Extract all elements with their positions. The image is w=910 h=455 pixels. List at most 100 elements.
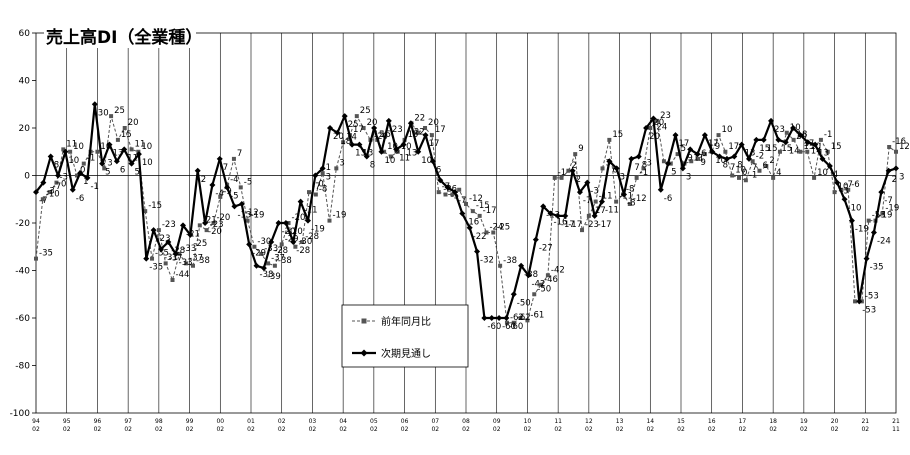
x-tick-label-year: 20: [831, 418, 839, 425]
x-tick-label-year: 10: [524, 418, 532, 425]
data-point: [106, 141, 113, 148]
series-2: [33, 101, 899, 321]
data-point: [532, 236, 539, 243]
data-label: -7: [583, 196, 591, 206]
data-point: [554, 212, 561, 219]
data-point: [496, 315, 503, 321]
data-point: [657, 186, 664, 193]
x-tick-label-year: 98: [155, 418, 163, 425]
data-point: [723, 149, 728, 154]
data-point: [894, 149, 898, 154]
data-label: 0: [318, 180, 323, 190]
data-point: [307, 190, 312, 195]
data-point: [156, 228, 161, 233]
data-point: [818, 137, 823, 142]
data-point: [525, 318, 530, 323]
data-point: [238, 185, 243, 190]
x-tick-label-year: 07: [431, 418, 439, 425]
data-label: -13: [546, 210, 560, 220]
data-point: [593, 199, 598, 204]
data-point: [422, 132, 429, 139]
data-label: -7: [844, 180, 852, 190]
data-label: -3: [840, 187, 848, 197]
data-point: [320, 171, 325, 176]
x-tick-label-month: 02: [247, 426, 255, 433]
data-point: [260, 265, 267, 272]
data-label: 10: [384, 156, 395, 166]
data-point: [334, 166, 339, 171]
data-point: [797, 132, 804, 139]
data-label: -35: [39, 249, 53, 259]
data-point: [165, 239, 172, 245]
data-label: -60: [487, 322, 501, 332]
data-point: [275, 220, 282, 226]
data-point: [491, 230, 496, 235]
data-label: 1: [83, 177, 88, 187]
data-label: -6: [76, 194, 84, 204]
data-point: [190, 263, 195, 268]
data-point: [143, 255, 150, 262]
data-label: 7: [730, 163, 735, 173]
data-point: [187, 231, 194, 238]
data-label: -10: [46, 189, 60, 199]
data-point: [54, 180, 59, 185]
data-point: [34, 256, 38, 261]
data-label: -5: [230, 191, 238, 201]
data-point: [91, 101, 98, 108]
legend-marker-series-2: [360, 349, 368, 357]
data-labels-series-1: -35-10-7-311100-11032515201110-15-35-23-…: [39, 0, 910, 323]
data-point: [790, 125, 797, 131]
data-label: -27: [539, 244, 553, 254]
data-point: [341, 140, 346, 145]
data-label: 3: [107, 158, 112, 168]
data-label: 9: [687, 154, 692, 164]
data-point: [562, 212, 569, 219]
data-point: [128, 160, 135, 167]
data-label: 14: [346, 132, 357, 142]
data-point: [266, 261, 271, 266]
data-label: -33: [179, 258, 193, 268]
data-label: -35: [149, 263, 163, 273]
x-tick-label-year: 19: [800, 418, 808, 425]
data-label: 17: [353, 125, 364, 135]
x-tick-label-month: 02: [155, 426, 163, 433]
x-tick-label-year: 12: [585, 418, 593, 425]
x-tick-label-month: 02: [646, 426, 654, 433]
x-tick-label-year: 04: [339, 418, 347, 425]
data-label: 6: [120, 165, 125, 175]
data-label: 13: [818, 149, 829, 159]
data-label: -17: [483, 206, 497, 216]
data-label: 11: [66, 139, 77, 149]
data-label: 15: [380, 130, 391, 140]
data-point: [400, 141, 407, 148]
data-label: -2: [443, 184, 451, 194]
data-point: [518, 262, 525, 269]
data-point: [33, 189, 39, 196]
data-point: [584, 179, 591, 186]
x-tick-label-month: 02: [677, 426, 685, 433]
data-point: [694, 151, 701, 158]
data-label: 15: [612, 130, 623, 140]
data-label: -1: [87, 154, 95, 164]
x-tick-label-year: 94: [32, 418, 40, 425]
data-point: [197, 223, 202, 228]
data-label: 7: [634, 163, 639, 173]
data-label: 17: [435, 125, 446, 135]
data-label: -21: [203, 215, 217, 225]
data-point: [313, 192, 318, 197]
data-point: [893, 165, 899, 172]
data-point: [498, 263, 503, 268]
data-point: [115, 137, 120, 142]
data-label: -23: [162, 220, 176, 230]
x-tick-label-month: 02: [278, 426, 286, 433]
data-label: 23: [660, 111, 671, 121]
data-label: 8: [54, 161, 59, 171]
x-tick-label-month: 02: [462, 426, 470, 433]
data-label: 15: [803, 142, 814, 152]
data-label: 5: [671, 168, 676, 178]
x-tick-label-month: 02: [524, 426, 532, 433]
data-point: [545, 273, 550, 278]
x-tick-label-month: 02: [831, 426, 839, 433]
data-label: 17: [708, 139, 719, 149]
